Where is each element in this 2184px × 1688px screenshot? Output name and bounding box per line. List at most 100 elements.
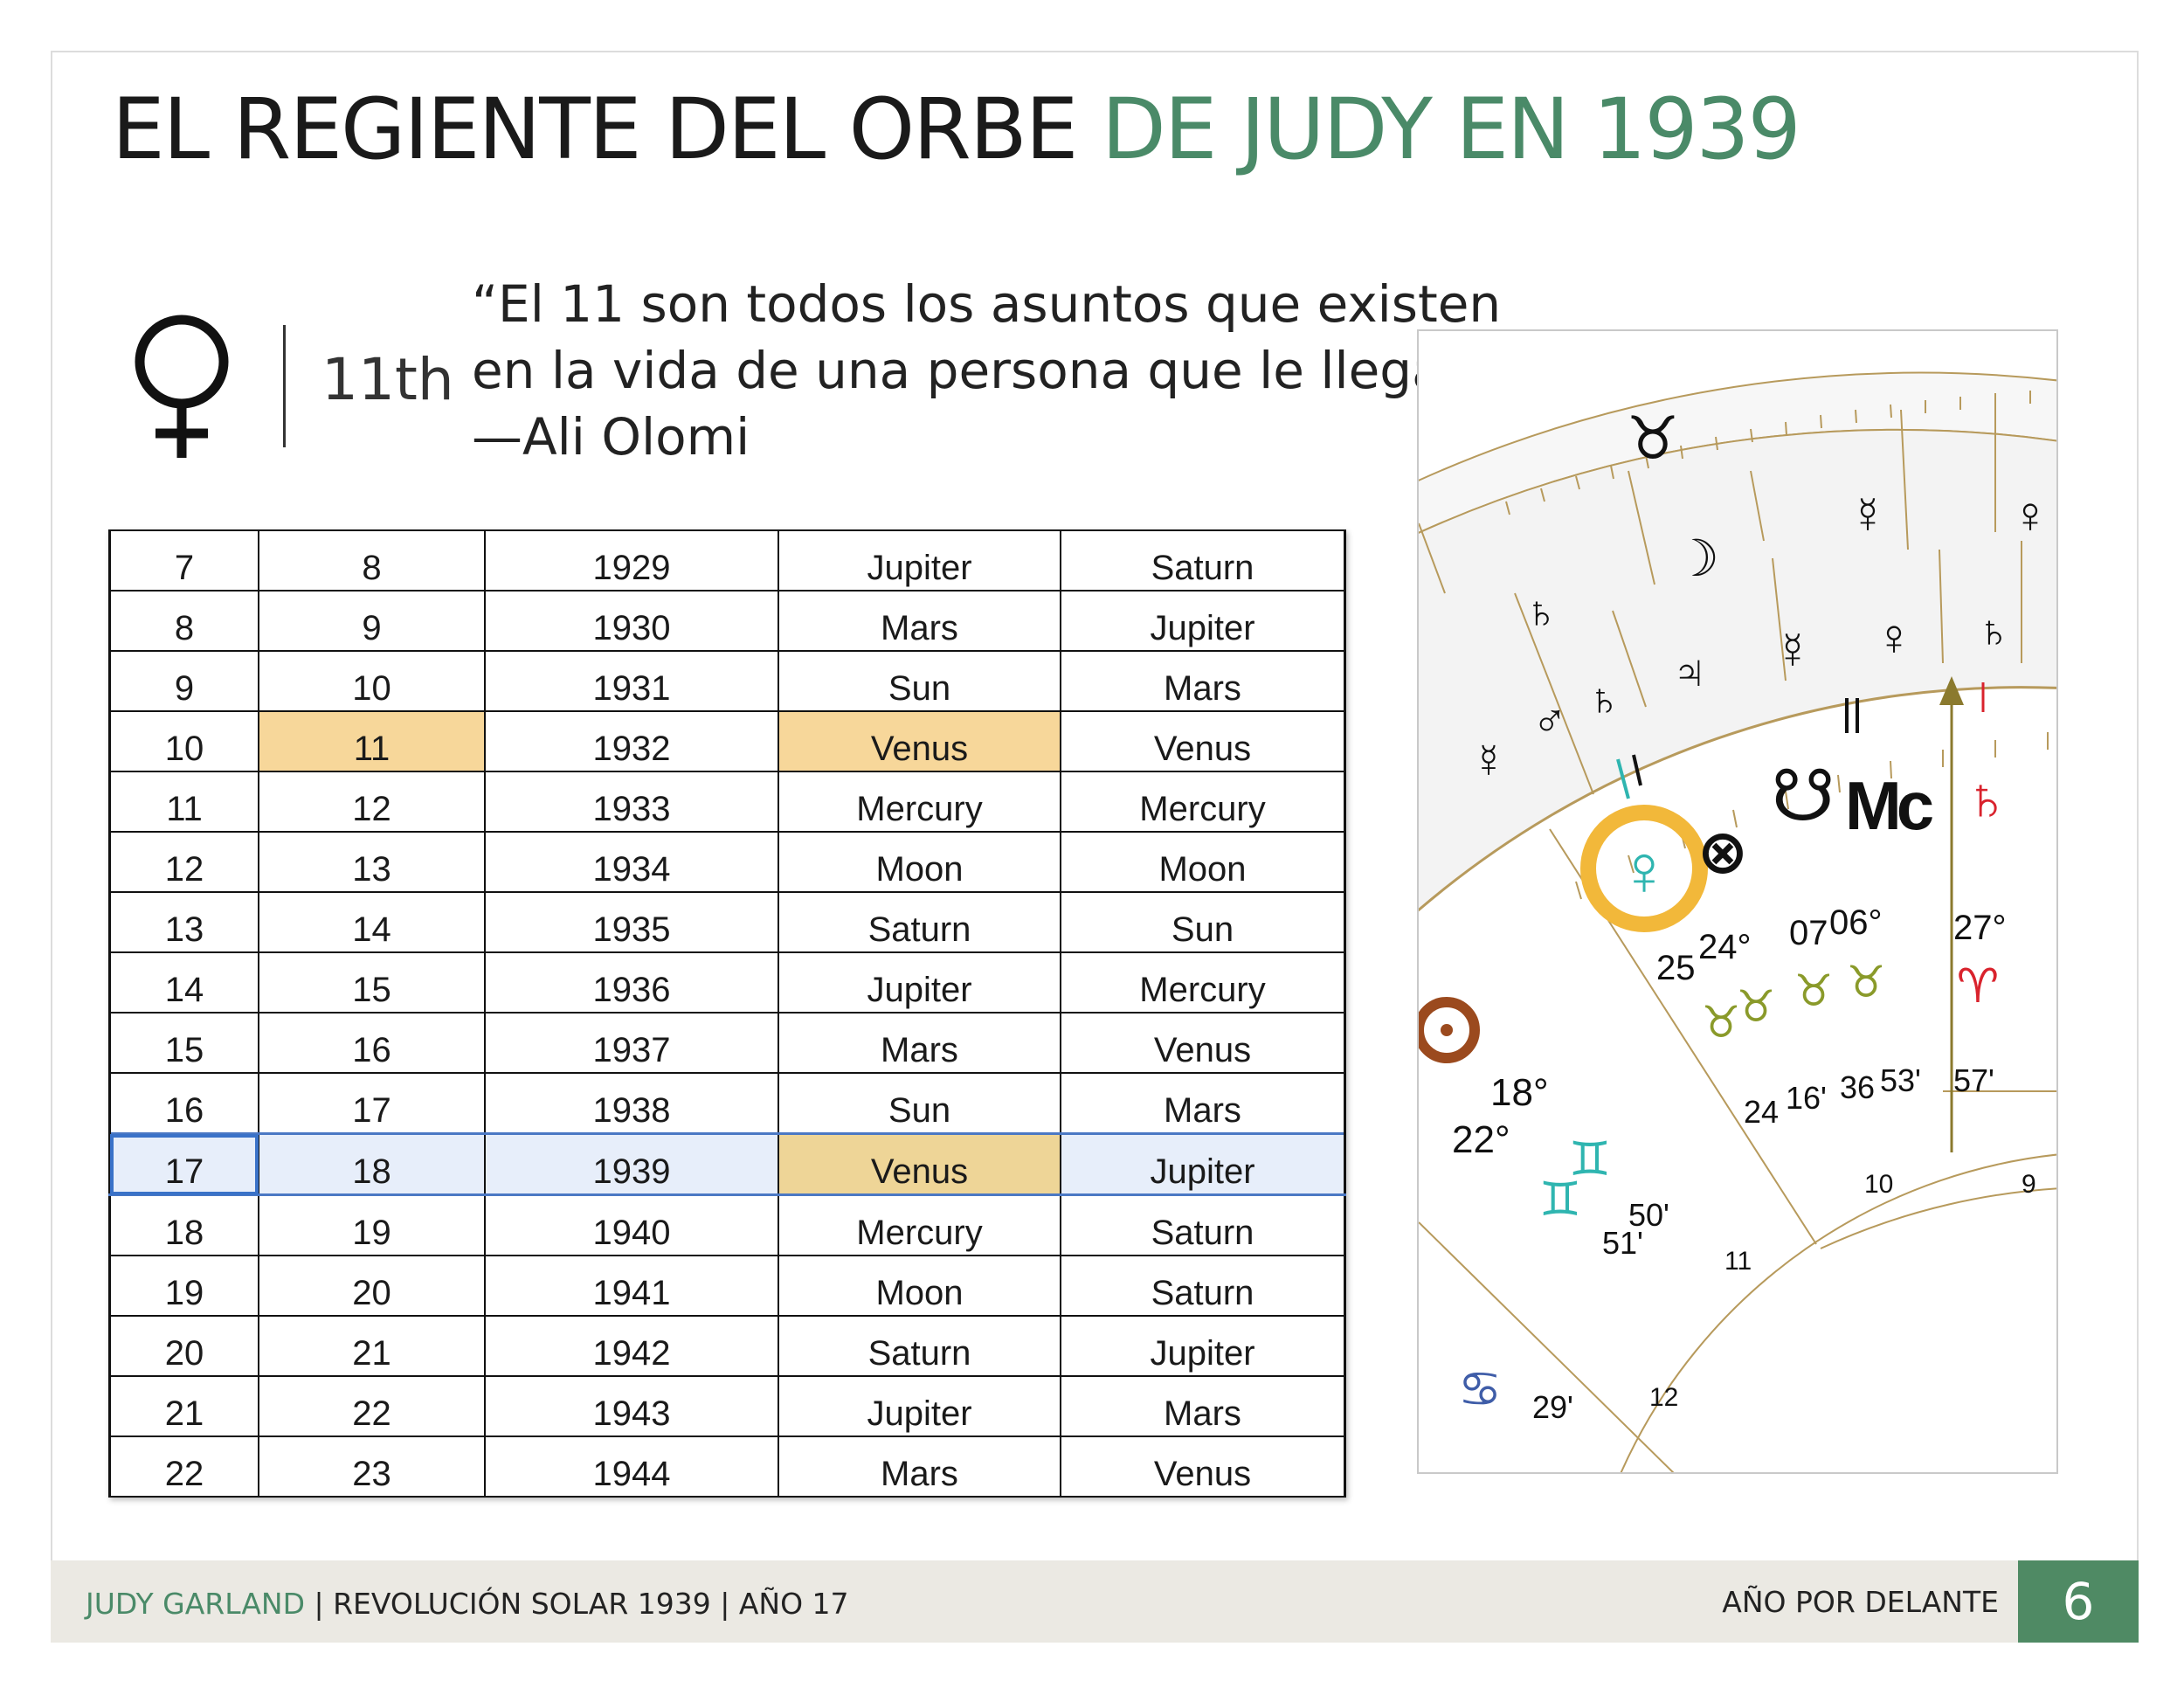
- table-cell[interactable]: Mercury: [778, 771, 1061, 833]
- table-cell[interactable]: Saturn: [778, 891, 1061, 953]
- table-cell[interactable]: 1940: [484, 1193, 779, 1256]
- table-cell[interactable]: 1938: [484, 1072, 779, 1135]
- table-cell[interactable]: 20: [108, 1315, 259, 1377]
- table-cell[interactable]: 1939: [484, 1132, 779, 1196]
- mars-icon: ♂: [1532, 693, 1568, 745]
- table-cell[interactable]: 23: [258, 1435, 486, 1498]
- table-cell[interactable]: 18: [258, 1132, 486, 1196]
- table-cell[interactable]: Mars: [778, 590, 1061, 652]
- table-cell[interactable]: Jupiter: [778, 529, 1061, 591]
- table-cell[interactable]: Mars: [1060, 650, 1346, 712]
- table-row: 20 21 1942 Saturn Jupiter: [108, 1315, 1346, 1377]
- table-cell[interactable]: 22: [258, 1375, 486, 1437]
- table-cell[interactable]: Sun: [778, 1072, 1061, 1135]
- table-cell[interactable]: 16: [108, 1072, 259, 1135]
- venus-icon: [135, 315, 229, 458]
- table-cell[interactable]: 12: [258, 771, 486, 833]
- table-cell[interactable]: 1941: [484, 1255, 779, 1317]
- table-cell[interactable]: Venus: [1060, 1012, 1346, 1074]
- table-cell[interactable]: 1935: [484, 891, 779, 953]
- table-cell[interactable]: 8: [258, 529, 486, 591]
- table-cell[interactable]: 17: [258, 1072, 486, 1135]
- table-cell[interactable]: Venus: [1060, 710, 1346, 772]
- table-cell[interactable]: Jupiter: [1060, 1132, 1346, 1196]
- table-cell[interactable]: 15: [108, 1012, 259, 1074]
- table-cell[interactable]: Saturn: [1060, 1255, 1346, 1317]
- table-cell[interactable]: 11: [258, 710, 486, 772]
- table-row: 17 18 1939 Venus Jupiter: [108, 1132, 1346, 1196]
- table-cell[interactable]: 1942: [484, 1315, 779, 1377]
- table-cell[interactable]: Mercury: [1060, 951, 1346, 1013]
- cancer-icon: ♋: [1458, 1361, 1502, 1416]
- table-cell[interactable]: Jupiter: [778, 951, 1061, 1013]
- table-row: 11 12 1933 Mercury Mercury: [108, 771, 1346, 833]
- table-cell[interactable]: 18: [108, 1193, 259, 1256]
- table-cell[interactable]: Mars: [1060, 1072, 1346, 1135]
- table-cell[interactable]: 1933: [484, 771, 779, 833]
- table-cell[interactable]: 9: [108, 650, 259, 712]
- page-title: EL REGIENTE DEL ORBE DE JUDY EN 1939: [112, 80, 1801, 178]
- table-cell[interactable]: Mercury: [778, 1193, 1061, 1256]
- table-cell[interactable]: Mars: [778, 1435, 1061, 1498]
- table-cell[interactable]: 22: [108, 1435, 259, 1498]
- table-cell[interactable]: Sun: [1060, 891, 1346, 953]
- table-cell[interactable]: Venus: [778, 1132, 1061, 1196]
- table-cell[interactable]: Saturn: [1060, 529, 1346, 591]
- table-cell[interactable]: Moon: [778, 831, 1061, 893]
- table-cell[interactable]: 1931: [484, 650, 779, 712]
- inner-ring: [1419, 686, 2056, 912]
- table-cell[interactable]: 13: [108, 891, 259, 953]
- gemini-icon-2: ♊: [1539, 1173, 1581, 1226]
- footer-section: AÑO POR DELANTE: [1722, 1585, 1999, 1619]
- table-cell[interactable]: Mars: [1060, 1375, 1346, 1437]
- taurus-olive-icon-4: ♉: [1847, 958, 1886, 1007]
- table-cell[interactable]: 1934: [484, 831, 779, 893]
- degree-06: 06°: [1829, 903, 1883, 942]
- table-cell[interactable]: Mars: [778, 1012, 1061, 1074]
- house-11: 11: [1724, 1247, 1752, 1276]
- table-cell[interactable]: Venus: [778, 710, 1061, 772]
- table-cell[interactable]: 1930: [484, 590, 779, 652]
- page-number: 6: [2018, 1560, 2139, 1643]
- table-cell[interactable]: Jupiter: [1060, 590, 1346, 652]
- table-cell[interactable]: 15: [258, 951, 486, 1013]
- table-cell[interactable]: 13: [258, 831, 486, 893]
- table-cell[interactable]: 9: [258, 590, 486, 652]
- south-node-icon: ☋: [1772, 757, 1835, 836]
- table-cell[interactable]: 12: [108, 831, 259, 893]
- table-cell[interactable]: 21: [258, 1315, 486, 1377]
- table-cell[interactable]: 20: [258, 1255, 486, 1317]
- table-cell[interactable]: Sun: [778, 650, 1061, 712]
- table-cell[interactable]: Moon: [1060, 831, 1346, 893]
- table-cell[interactable]: Jupiter: [778, 1375, 1061, 1437]
- table-cell[interactable]: Jupiter: [1060, 1315, 1346, 1377]
- table-cell[interactable]: 14: [258, 891, 486, 953]
- table-cell[interactable]: 8: [108, 590, 259, 652]
- table-cell[interactable]: 19: [108, 1255, 259, 1317]
- table-cell[interactable]: 1944: [484, 1435, 779, 1498]
- table-cell[interactable]: 7: [108, 529, 259, 591]
- table-cell[interactable]: 1936: [484, 951, 779, 1013]
- saturn-icon-3: ♄: [1586, 674, 1622, 726]
- table-cell[interactable]: 11: [108, 771, 259, 833]
- degree-24: 24°: [1698, 928, 1752, 966]
- table-cell[interactable]: Venus: [1060, 1435, 1346, 1498]
- table-cell[interactable]: 21: [108, 1375, 259, 1437]
- table-cell[interactable]: Saturn: [778, 1315, 1061, 1377]
- table-cell[interactable]: 10: [258, 650, 486, 712]
- table-cell[interactable]: 1929: [484, 529, 779, 591]
- table-cell[interactable]: 1937: [484, 1012, 779, 1074]
- sign-dividers: [1419, 401, 2022, 795]
- table-cell[interactable]: 1932: [484, 710, 779, 772]
- table-cell[interactable]: 1943: [484, 1375, 779, 1437]
- saturn-red-icon: ♄: [1963, 764, 2010, 834]
- quote-author: —Ali Olomi: [472, 407, 750, 467]
- table-cell[interactable]: Saturn: [1060, 1193, 1346, 1256]
- table-cell[interactable]: Moon: [778, 1255, 1061, 1317]
- table-cell[interactable]: 16: [258, 1012, 486, 1074]
- table-cell[interactable]: 17: [108, 1132, 259, 1196]
- table-cell[interactable]: 19: [258, 1193, 486, 1256]
- table-cell[interactable]: 14: [108, 951, 259, 1013]
- table-cell[interactable]: 10: [108, 710, 259, 772]
- table-cell[interactable]: Mercury: [1060, 771, 1346, 833]
